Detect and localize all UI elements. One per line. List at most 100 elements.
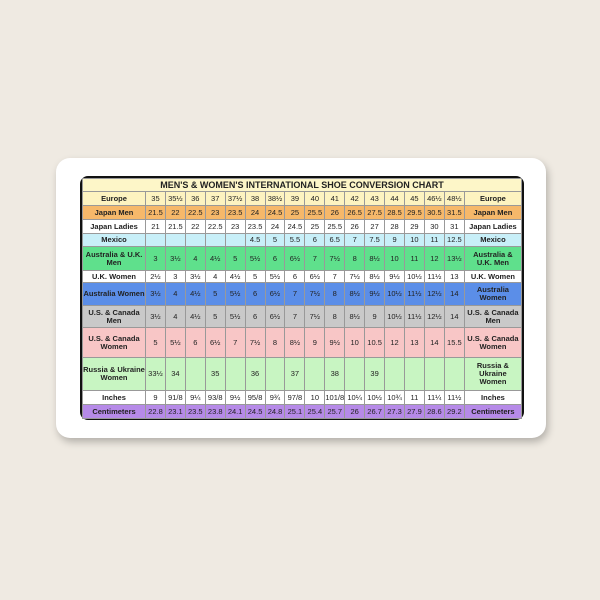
table-row: U.K. Women 2½ 3 3½ 4 4½ 5 5½ 6 6½ 7 7½ 8½ 9½ 10½ 11½ 13 U… — [82, 270, 523, 283]
table-cell: 13 — [403, 327, 425, 358]
table-cell — [184, 357, 206, 391]
table-cell: 8 — [264, 327, 286, 358]
table-cell: 23 — [224, 219, 246, 234]
table-cell: 9¼ — [184, 390, 206, 405]
table-cell: 101/8 — [324, 390, 346, 405]
table-cell: 37½ — [224, 191, 246, 206]
table-cell: 9½ — [364, 282, 386, 306]
table-cell: 8½ — [344, 282, 366, 306]
table-cell: 5 — [244, 270, 266, 283]
table-cell: 30 — [423, 219, 445, 234]
table-cell: 7 — [284, 305, 306, 328]
table-cell: 4½ — [204, 246, 226, 271]
table-cell: 7½ — [344, 270, 366, 283]
table-cell: 4 — [204, 270, 226, 283]
table-cell: 7 — [304, 246, 326, 271]
table-cell: 25 — [284, 205, 306, 220]
table-cell: 10¾ — [384, 390, 405, 405]
table-cell: 23.1 — [164, 404, 186, 419]
table-cell: 22 — [184, 219, 206, 234]
table-cell — [384, 357, 405, 391]
table-cell: 5 — [145, 327, 166, 358]
row-label-right: Japan Ladies — [463, 219, 523, 234]
table-cell: 3½ — [184, 270, 206, 283]
table-cell: 8 — [324, 305, 346, 328]
table-cell: 5½ — [164, 327, 186, 358]
table-row: Japan Men 21.5 22 22.5 23 23.5 24 24.5 25 25.5 26 2… — [82, 205, 523, 220]
table-row: Inches 9 91/8 9¼ 93/8 9½ 95/8 9¾ 97/8 10 101/8 10¼ 1… — [82, 390, 523, 405]
table-cell: 23.5 — [224, 205, 246, 220]
table-cell: 5 — [204, 305, 226, 328]
table-cell: 38½ — [264, 191, 286, 206]
table-cell: 4½ — [184, 305, 206, 328]
row-label-right: Australia Women — [463, 282, 523, 306]
table-cell: 26.5 — [344, 205, 366, 220]
row-label: Inches — [82, 390, 146, 405]
table-cell: 25.5 — [324, 219, 346, 234]
table-cell — [443, 357, 465, 391]
table-cell: 37 — [284, 357, 306, 391]
table-cell: 27.3 — [384, 404, 405, 419]
table-cell: 42 — [344, 191, 366, 206]
table-cell: 43 — [364, 191, 386, 206]
table-cell: 22.5 — [184, 205, 206, 220]
row-label: U.S. & Canada Men — [82, 305, 146, 328]
row-label-right: Mexico — [463, 233, 523, 247]
table-cell: 25.7 — [324, 404, 346, 419]
table-cell: 8 — [324, 282, 346, 306]
table-cell: 24 — [244, 205, 266, 220]
table-cell: 39 — [364, 357, 386, 391]
table-cell: 10½ — [384, 305, 405, 328]
table-cell: 23.5 — [244, 219, 266, 234]
table-cell: 11¼ — [423, 390, 445, 405]
row-label-right: U.S. & Canada Women — [463, 327, 523, 358]
table-cell: 46½ — [423, 191, 445, 206]
row-label: Japan Men — [82, 205, 146, 220]
table-cell: 10½ — [403, 270, 425, 283]
table-cell: 3 — [145, 246, 166, 271]
row-label: Centimeters — [82, 404, 146, 419]
table-cell: 6 — [304, 233, 326, 247]
table-cell: 9½ — [324, 327, 346, 358]
table-cell: 6 — [244, 305, 266, 328]
table-cell: 24 — [264, 219, 286, 234]
table-row: U.S. & Canada Women 5 5½ 6 6½ 7 7½ 8 8½ 9 9½ 10 10.5… — [82, 327, 523, 358]
table-cell: 10½ — [364, 390, 386, 405]
table-cell: 27.9 — [403, 404, 425, 419]
table-cell: 5½ — [244, 246, 266, 271]
table-cell: 10¼ — [344, 390, 366, 405]
table-cell: 4 — [164, 282, 186, 306]
row-label: Europe — [82, 191, 146, 206]
table-cell: 97/8 — [284, 390, 306, 405]
table-cell: 24.5 — [244, 404, 266, 419]
table-cell: 13½ — [443, 246, 465, 271]
table-cell — [403, 357, 425, 391]
table-cell: 40 — [304, 191, 326, 206]
table-cell: 12½ — [423, 282, 445, 306]
table-cell: 6 — [284, 270, 306, 283]
row-label-right: Australia & U.K. Men — [463, 246, 523, 271]
table-cell: 5½ — [224, 282, 246, 306]
table-cell: 14 — [443, 282, 465, 306]
row-label: Japan Ladies — [82, 219, 146, 234]
table-cell: 10 — [304, 390, 326, 405]
table-cell: 26 — [344, 404, 366, 419]
table-row: Europe 35 35½ 36 37 37½ 38 38½ 39 40 41 42 43 44 45 46½… — [82, 191, 523, 206]
row-label-right: Russia & Ukraine Women — [463, 357, 523, 391]
row-label: Russia & Ukraine Women — [82, 357, 146, 391]
table-row: Mexico 4.5 5 5.5 6 6.5 7 7.5 9 10 11 12.5 Mexico — [82, 233, 523, 247]
table-cell: 34 — [164, 357, 186, 391]
table-cell: 11 — [403, 390, 425, 405]
table-cell — [304, 357, 326, 391]
table-row: Japan Ladies 21 21.5 22 22.5 23 23.5 24 24.5 25 25… — [82, 219, 523, 234]
table-cell: 6½ — [284, 246, 306, 271]
table-cell: 15.5 — [443, 327, 465, 358]
table-cell: 25.1 — [284, 404, 306, 419]
table-cell: 11½ — [423, 270, 445, 283]
table-cell: 14 — [423, 327, 445, 358]
table-cell: 9 — [304, 327, 326, 358]
table-cell: 4 — [164, 305, 186, 328]
table-cell: 38 — [324, 357, 346, 391]
table-cell: 6½ — [264, 282, 286, 306]
table-cell: 4 — [184, 246, 206, 271]
